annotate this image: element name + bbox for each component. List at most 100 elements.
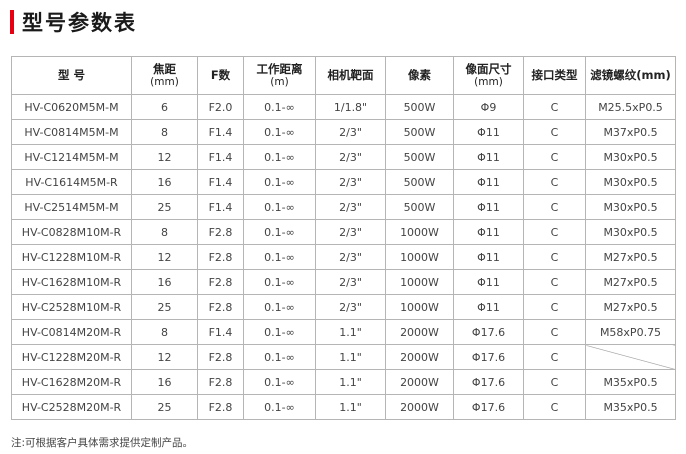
table-cell: 0.1-∞ <box>243 344 316 370</box>
table-cell: 0.1-∞ <box>243 219 316 245</box>
table-row: HV-C2514M5M-M 25 F1.4 0.1-∞ 2/3" 500W Φ11 C M30x… <box>11 194 676 220</box>
table-row: HV-C1628M20M-R 16 F2.8 0.1-∞ 1.1" 2000W Φ17.6 C… <box>11 369 676 395</box>
table-row: HV-C2528M20M-R 25 F2.8 0.1-∞ 1.1" 2000W Φ17.6 C… <box>11 394 676 420</box>
table-cell: 0.1-∞ <box>243 244 316 270</box>
table-cell: 16 <box>131 169 198 195</box>
table-cell: 0.1-∞ <box>243 269 316 295</box>
table-cell: 2/3" <box>315 169 386 195</box>
table-cell: 6 <box>131 94 198 120</box>
table-cell: 8 <box>131 319 198 345</box>
table-cell: C <box>523 144 586 170</box>
table-cell: F1.4 <box>197 319 244 345</box>
table-cell: 2/3" <box>315 244 386 270</box>
column-header-unit: (mm) <box>474 75 503 88</box>
table-cell: M27xP0.5 <box>585 244 676 270</box>
column-header: F数 <box>197 56 244 95</box>
table-cell: 8 <box>131 119 198 145</box>
table-cell: M30xP0.5 <box>585 144 676 170</box>
table-cell: M30xP0.5 <box>585 219 676 245</box>
table-cell: 0.1-∞ <box>243 319 316 345</box>
table-cell: HV-C0828M10M-R <box>11 219 132 245</box>
table-cell: C <box>523 319 586 345</box>
table-cell: 0.1-∞ <box>243 369 316 395</box>
empty-cell-diagonal <box>585 344 676 370</box>
column-header-unit: (m) <box>270 75 289 88</box>
column-header-label: 相机靶面 <box>327 68 374 82</box>
page-header: 型号参数表 <box>10 8 137 36</box>
spec-table-container: 型 号焦距 (mm) F数 工作距离 (m) 相机靶面 像素 像面尺寸 (mm) 接口类型 滤镜螺纹… <box>11 56 676 420</box>
table-cell: M58xP0.75 <box>585 319 676 345</box>
column-header-label: 像素 <box>408 68 431 82</box>
table-cell: HV-C1628M20M-R <box>11 369 132 395</box>
table-cell: 1.1" <box>315 369 386 395</box>
spec-table: 型 号焦距 (mm) F数 工作距离 (m) 相机靶面 像素 像面尺寸 (mm) 接口类型 滤镜螺纹… <box>11 56 676 420</box>
table-cell: 1000W <box>385 269 454 295</box>
table-row: HV-C0814M20M-R 8 F1.4 0.1-∞ 1.1" 2000W Φ17.6 C M… <box>11 319 676 345</box>
table-cell: 0.1-∞ <box>243 94 316 120</box>
table-row: HV-C0620M5M-M 6 F2.0 0.1-∞ 1/1.8" 500W Φ9 C M25.… <box>11 94 676 120</box>
table-cell: C <box>523 369 586 395</box>
table-row: HV-C0828M10M-R 8 F2.8 0.1-∞ 2/3" 1000W Φ11 C M30… <box>11 219 676 245</box>
table-cell: C <box>523 344 586 370</box>
table-cell: F2.8 <box>197 219 244 245</box>
table-cell: 12 <box>131 244 198 270</box>
column-header-label: F数 <box>210 68 231 82</box>
table-cell: M30xP0.5 <box>585 169 676 195</box>
footnote: 注:可根据客户具体需求提供定制产品。 <box>11 437 194 449</box>
table-cell: Φ11 <box>453 144 524 170</box>
table-cell: F2.8 <box>197 394 244 420</box>
table-cell: C <box>523 269 586 295</box>
title-accent-bar <box>10 10 14 34</box>
column-header: 焦距 (mm) <box>131 56 198 95</box>
table-cell: 1000W <box>385 294 454 320</box>
table-cell: 500W <box>385 194 454 220</box>
table-cell: 2/3" <box>315 294 386 320</box>
table-cell: 1/1.8" <box>315 94 386 120</box>
column-header: 相机靶面 <box>315 56 386 95</box>
table-cell: M35xP0.5 <box>585 394 676 420</box>
table-cell: Φ17.6 <box>453 319 524 345</box>
table-cell: HV-C1628M10M-R <box>11 269 132 295</box>
column-header: 接口类型 <box>523 56 586 95</box>
column-header: 滤镜螺纹(mm) <box>585 56 676 95</box>
table-cell: 0.1-∞ <box>243 144 316 170</box>
table-row: HV-C1614M5M-R 16 F1.4 0.1-∞ 2/3" 500W Φ11 C M30x… <box>11 169 676 195</box>
column-header: 像素 <box>385 56 454 95</box>
table-cell: 1.1" <box>315 344 386 370</box>
table-cell: C <box>523 169 586 195</box>
table-cell: 25 <box>131 394 198 420</box>
table-cell: 0.1-∞ <box>243 394 316 420</box>
table-cell: HV-C1228M10M-R <box>11 244 132 270</box>
table-cell: 25 <box>131 194 198 220</box>
table-cell: 500W <box>385 169 454 195</box>
column-header: 型 号 <box>11 56 132 95</box>
table-cell: HV-C1228M20M-R <box>11 344 132 370</box>
table-cell: Φ11 <box>453 244 524 270</box>
table-cell: M27xP0.5 <box>585 294 676 320</box>
table-cell: F2.0 <box>197 94 244 120</box>
table-cell: Φ17.6 <box>453 344 524 370</box>
table-cell: 2/3" <box>315 144 386 170</box>
table-cell: C <box>523 194 586 220</box>
table-cell: 2/3" <box>315 269 386 295</box>
table-cell: Φ11 <box>453 119 524 145</box>
table-cell: 8 <box>131 219 198 245</box>
table-cell: M27xP0.5 <box>585 269 676 295</box>
table-cell: HV-C0620M5M-M <box>11 94 132 120</box>
table-cell: Φ17.6 <box>453 394 524 420</box>
table-cell: F2.8 <box>197 269 244 295</box>
table-cell: 0.1-∞ <box>243 294 316 320</box>
table-cell: 500W <box>385 144 454 170</box>
table-cell: 2/3" <box>315 119 386 145</box>
table-row: HV-C1228M20M-R 12 F2.8 0.1-∞ 1.1" 2000W Φ17.6 C <box>11 344 676 370</box>
table-row: HV-C0814M5M-M 8 F1.4 0.1-∞ 2/3" 500W Φ11 C M37xP… <box>11 119 676 145</box>
table-cell: 16 <box>131 269 198 295</box>
table-cell: 12 <box>131 344 198 370</box>
table-cell: F2.8 <box>197 344 244 370</box>
table-cell: 1000W <box>385 219 454 245</box>
table-cell: C <box>523 119 586 145</box>
table-cell: 12 <box>131 144 198 170</box>
table-cell: 0.1-∞ <box>243 119 316 145</box>
table-row: HV-C1628M10M-R 16 F2.8 0.1-∞ 2/3" 1000W Φ11 C M2… <box>11 269 676 295</box>
page-title: 型号参数表 <box>22 11 137 35</box>
